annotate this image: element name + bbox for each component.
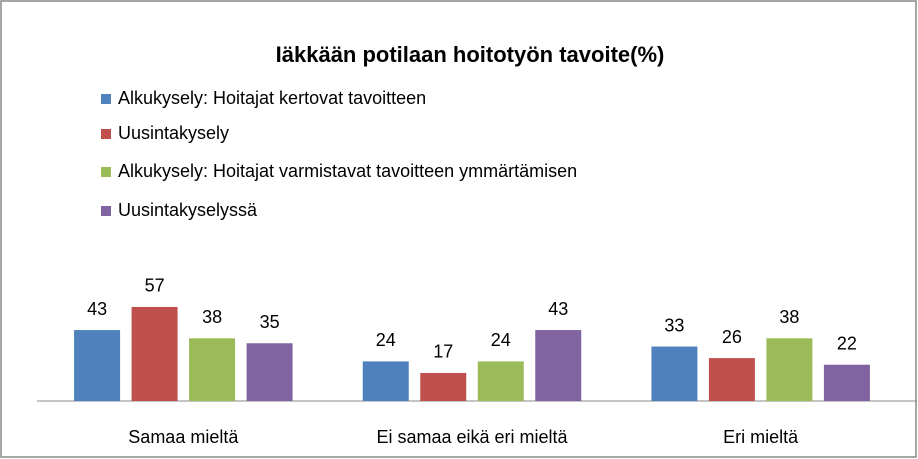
- x-tick-label: Eri mieltä: [723, 427, 799, 447]
- bar: [651, 346, 698, 401]
- data-label: 57: [145, 276, 165, 296]
- bar: [708, 358, 755, 401]
- legend-label: Uusintakyselyssä: [118, 200, 258, 220]
- bar: [131, 306, 178, 401]
- legend-swatch: [101, 129, 111, 139]
- x-tick-label: Ei samaa eikä eri mieltä: [376, 427, 568, 447]
- data-label: 22: [837, 333, 857, 353]
- legend-swatch: [101, 94, 111, 104]
- data-label: 38: [202, 307, 222, 327]
- data-label: 43: [87, 299, 107, 319]
- bar: [420, 372, 467, 401]
- data-label: 26: [722, 327, 742, 347]
- bar: [74, 330, 121, 401]
- legend-label: Alkukysely: Hoitajat varmistavat tavoitt…: [118, 161, 577, 181]
- data-label: 24: [491, 330, 511, 350]
- chart-title: Iäkkään potilaan hoitotyön tavoite(%): [276, 42, 665, 67]
- bar: [535, 330, 582, 401]
- data-label: 38: [779, 307, 799, 327]
- bar: [477, 361, 524, 401]
- bar: [189, 338, 236, 401]
- data-label: 17: [433, 342, 453, 362]
- data-label: 24: [376, 330, 396, 350]
- legend-label: Alkukysely: Hoitajat kertovat tavoitteen: [118, 88, 426, 108]
- data-label: 35: [260, 312, 280, 332]
- data-label: 43: [548, 299, 568, 319]
- legend-swatch: [101, 206, 111, 216]
- legend-label: Uusintakysely: [118, 123, 229, 143]
- data-label: 33: [664, 315, 684, 335]
- bar: [823, 364, 870, 401]
- bar: [362, 361, 409, 401]
- x-tick-label: Samaa mieltä: [128, 427, 239, 447]
- bar: [246, 343, 293, 401]
- bar: [766, 338, 813, 401]
- legend-swatch: [101, 167, 111, 177]
